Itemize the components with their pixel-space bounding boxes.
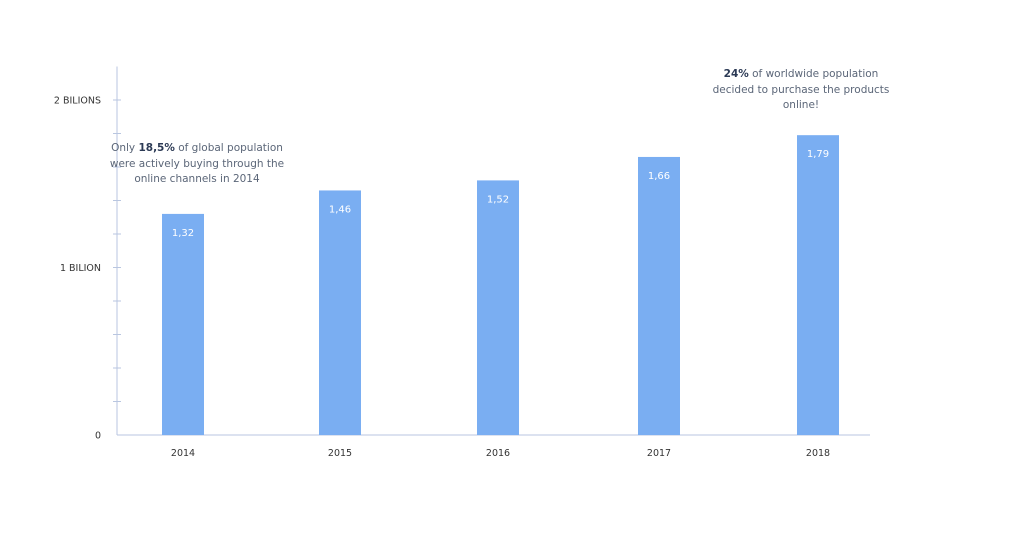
- annotation-highlight: 18,5%: [138, 142, 175, 154]
- y-tick-label: 2 BILIONS: [54, 96, 101, 107]
- bar-2017: [638, 156, 680, 435]
- x-tick-label: 2016: [486, 448, 510, 459]
- annotation-text: Only: [111, 142, 139, 154]
- annotation-highlight: 24%: [723, 68, 749, 80]
- bar-value-label: 1,46: [329, 204, 351, 215]
- x-tick-label: 2017: [647, 448, 671, 459]
- y-tick-label: 0: [95, 431, 101, 442]
- bar-value-label: 1,79: [807, 149, 829, 160]
- bar-value-label: 1,32: [172, 228, 194, 239]
- x-tick-label: 2014: [171, 448, 195, 459]
- annotation-2018: 24% of worldwide population decided to p…: [711, 67, 891, 114]
- bar-2018: [797, 135, 839, 436]
- bar-2016: [477, 180, 519, 435]
- y-tick-label: 1 BILION: [60, 263, 101, 274]
- x-tick-label: 2015: [328, 448, 352, 459]
- bar-value-label: 1,52: [487, 194, 509, 205]
- bar-2014: [162, 213, 204, 435]
- bar-2015: [319, 190, 361, 435]
- x-tick-label: 2018: [806, 448, 830, 459]
- annotation-2014: Only 18,5% of global population were act…: [107, 141, 287, 188]
- bar-value-label: 1,66: [648, 171, 670, 182]
- annotation-text: of worldwide population decided to purch…: [712, 68, 890, 111]
- annotation-text: of global population were actively buyin…: [109, 142, 285, 185]
